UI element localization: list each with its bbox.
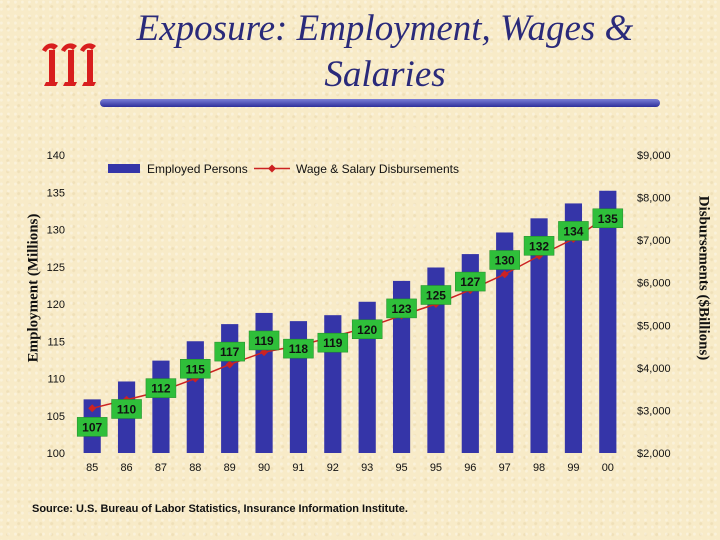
data-label-box — [455, 271, 486, 292]
x-tick-label: 99 — [567, 462, 579, 474]
data-label-box — [214, 341, 245, 362]
y-right-tick-label: $6,000 — [637, 278, 671, 290]
y-right-tick-label: $7,000 — [637, 235, 671, 247]
page-title: Exposure: Employment, Wages & Salaries — [136, 8, 634, 95]
legend-label-employed: Employed Persons — [147, 162, 248, 176]
data-label-box — [76, 417, 108, 437]
y-right-tick-label: $5,000 — [637, 320, 671, 332]
wages-point — [500, 270, 509, 279]
data-label: 134 — [563, 224, 583, 238]
data-label: 119 — [254, 334, 274, 348]
y-left-tick-label: 135 — [47, 187, 65, 199]
y-left-tick-label: 115 — [47, 336, 65, 348]
data-label-box — [523, 236, 555, 256]
source-note: Source: U.S. Bureau of Labor Statistics,… — [32, 503, 408, 515]
wages-point — [225, 360, 234, 369]
x-tick-label: 89 — [224, 462, 236, 474]
y-right-tick-label: $3,000 — [637, 405, 671, 417]
title-divider — [100, 99, 660, 107]
bar — [152, 360, 170, 453]
wages-line — [92, 215, 609, 410]
y-axis-left: 100 105 110 115 120 125 130 135 140 — [47, 150, 65, 460]
y-left-tick-label: 120 — [47, 299, 65, 311]
y-left-tick-label: 105 — [47, 411, 65, 423]
iii-logo — [42, 43, 96, 86]
legend-swatch-wages-marker — [268, 164, 276, 173]
y-left-tick-label: 100 — [47, 448, 65, 460]
y-left-tick-label: 130 — [47, 225, 65, 237]
data-label: 120 — [357, 323, 377, 337]
x-axis: 85 86 87 88 89 90 91 92 93 95 95 96 97 98 99 00 — [86, 462, 614, 474]
data-label: 123 — [392, 302, 412, 316]
legend: Employed Persons Wage & Salary Disbursem… — [108, 162, 459, 176]
y-right-tick-label: $4,000 — [637, 363, 671, 375]
data-label-box — [317, 332, 349, 353]
data-label-box — [420, 285, 452, 305]
data-label-box — [145, 378, 177, 398]
x-tick-label: 97 — [499, 462, 511, 474]
data-label: 115 — [186, 362, 206, 376]
data-label: 132 — [529, 239, 549, 253]
y-left-tick-label: 140 — [47, 150, 65, 162]
data-label-box — [489, 250, 520, 270]
bar — [530, 218, 548, 453]
bar — [392, 280, 411, 453]
wages-point — [88, 404, 97, 413]
x-tick-label: 95 — [430, 462, 442, 474]
x-tick-label: 86 — [120, 462, 132, 474]
x-tick-label: 90 — [258, 462, 270, 474]
bar — [427, 267, 445, 453]
x-tick-label: 95 — [395, 462, 407, 474]
y-left-tick-label: 125 — [47, 262, 65, 274]
data-label-box — [248, 330, 280, 351]
data-label: 127 — [460, 275, 480, 289]
data-label: 117 — [220, 345, 240, 359]
data-labels: 107 110 112 115 117 119 118 119 120 123 125 127 130 1… — [76, 208, 624, 437]
data-label: 107 — [82, 420, 102, 434]
x-tick-label: 00 — [602, 462, 614, 474]
x-tick-label: 98 — [533, 462, 545, 474]
data-label-box — [386, 298, 417, 319]
x-tick-label: 88 — [189, 462, 201, 474]
y-left-tick-label: 110 — [47, 374, 65, 386]
data-label-box — [283, 338, 314, 359]
bar — [358, 301, 376, 453]
data-label-box — [351, 319, 383, 340]
data-label: 135 — [598, 212, 618, 226]
y-right-tick-label: $8,000 — [637, 193, 671, 205]
bar-series — [83, 190, 617, 453]
data-label-box — [558, 221, 589, 241]
bar — [599, 190, 617, 453]
legend-swatch-employed — [108, 164, 140, 173]
x-tick-label: 92 — [327, 462, 339, 474]
bar — [186, 341, 204, 453]
legend-label-wages: Wage & Salary Disbursements — [296, 162, 459, 176]
y-right-tick-label: $2,000 — [637, 448, 671, 460]
x-tick-label: 87 — [155, 462, 167, 474]
x-tick-label: 96 — [464, 462, 476, 474]
x-tick-label: 93 — [361, 462, 373, 474]
bar — [496, 232, 514, 453]
data-label-box — [592, 208, 624, 229]
bar — [564, 203, 583, 453]
data-label-box — [180, 359, 211, 379]
y-axis-right: $2,000 $3,000 $4,000 $5,000 $6,000 $7,000 $8,0… — [637, 150, 671, 460]
data-label: 119 — [323, 336, 343, 350]
x-tick-label: 85 — [86, 462, 98, 474]
bar — [461, 254, 479, 453]
data-label: 110 — [117, 402, 137, 416]
x-tick-label: 91 — [292, 462, 304, 474]
y-right-tick-label: $9,000 — [637, 150, 671, 162]
data-label-box — [111, 399, 142, 419]
data-label: 125 — [426, 288, 446, 302]
data-label: 130 — [495, 253, 515, 267]
data-label: 112 — [151, 382, 171, 396]
data-label: 118 — [289, 342, 309, 356]
